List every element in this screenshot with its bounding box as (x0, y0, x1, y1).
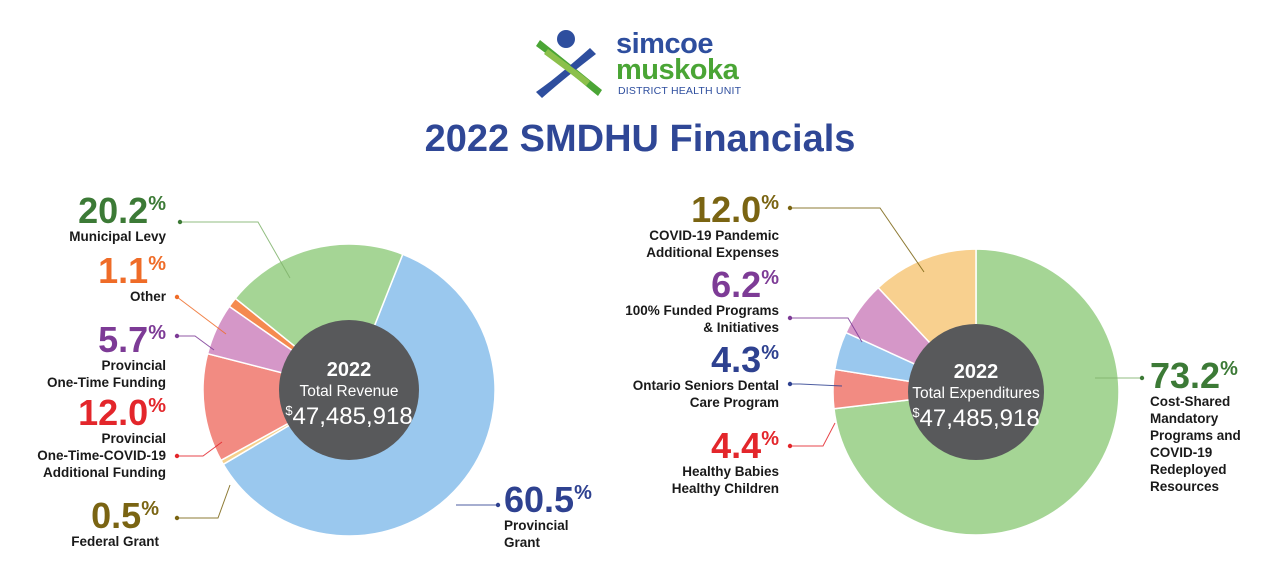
leader-line (790, 422, 836, 447)
logo-text-muskoka: muskoka (616, 54, 739, 86)
data-label-name: Resources (1150, 479, 1219, 494)
pct-sign: % (761, 428, 779, 450)
data-label-pct: 4.4% (711, 425, 779, 466)
pct-sign: % (761, 342, 779, 364)
data-label-name: Healthy Babies (682, 464, 779, 479)
data-label-name: Provincial (101, 358, 166, 373)
leader-line (177, 441, 223, 457)
data-label-name: Healthy Children (672, 481, 779, 496)
page-title: 2022 SMDHU Financials (424, 118, 856, 160)
center-label: Total Expenditures (912, 385, 1040, 402)
data-label-pct: 12.0% (78, 392, 166, 433)
data-label-name: Grant (504, 535, 541, 550)
data-label-name: One-Time Funding (47, 375, 166, 390)
pct-value: 5.7 (98, 319, 148, 360)
data-label-pct: 4.3% (711, 339, 779, 380)
center-year: 2022 (327, 359, 372, 381)
leader-dot (787, 443, 793, 449)
data-label-name: One-Time-COVID-19 (37, 448, 166, 463)
leader-line (790, 317, 863, 343)
center-amount: $47,485,918 (285, 403, 412, 430)
pct-value: 73.2 (1150, 355, 1220, 396)
pct-sign: % (761, 267, 779, 289)
leader-dot (174, 515, 180, 521)
leader-dot (1139, 375, 1145, 381)
data-label-name: Ontario Seniors Dental (633, 378, 779, 393)
pct-sign: % (148, 193, 166, 215)
data-label-name: Federal Grant (71, 534, 159, 549)
center-currency: $ (912, 405, 920, 420)
center-year: 2022 (954, 361, 999, 383)
data-label-pct: 73.2% (1150, 355, 1238, 396)
data-label-name: Mandatory (1150, 411, 1219, 426)
pct-value: 0.5 (91, 495, 141, 536)
pct-sign: % (1220, 358, 1238, 380)
center-amount: $47,485,918 (912, 405, 1039, 432)
data-label-name: Other (130, 289, 167, 304)
pct-sign: % (148, 253, 166, 275)
center-disc (908, 324, 1044, 460)
leader-line (180, 221, 291, 279)
center-disc (279, 320, 419, 460)
leader-line (790, 383, 843, 387)
logo-text-simcoe: simcoe (616, 28, 713, 60)
leader-dot (787, 315, 793, 321)
pct-sign: % (148, 395, 166, 417)
logo: simcoe muskoka DISTRICT HEALTH UNIT (530, 26, 770, 106)
data-label-name: Additional Expenses (646, 245, 779, 260)
data-label-pct: 12.0% (691, 189, 779, 230)
center-amount-value: 47,485,918 (293, 403, 413, 430)
data-label-pct: 6.2% (711, 264, 779, 305)
data-label-name: COVID-19 (1150, 445, 1212, 460)
data-label-name: Provincial (101, 431, 166, 446)
leader-dot (174, 333, 180, 339)
data-label-name: Care Program (690, 395, 779, 410)
pct-value: 1.1 (98, 250, 148, 291)
pct-sign: % (761, 192, 779, 214)
data-label-name: 100% Funded Programs (625, 303, 779, 318)
leader-line (790, 207, 925, 273)
data-label-name: Programs and (1150, 428, 1241, 443)
pct-value: 4.3 (711, 339, 761, 380)
pct-value: 12.0 (691, 189, 761, 230)
data-label-name: Cost-Shared (1150, 394, 1230, 409)
data-label-name: Redeployed (1150, 462, 1227, 477)
center-currency: $ (285, 403, 293, 418)
leader-dot (174, 453, 180, 459)
data-label-pct: 5.7% (98, 319, 166, 360)
data-label-name: COVID-19 Pandemic (649, 228, 779, 243)
leader-dot (787, 381, 793, 387)
data-label-pct: 20.2% (78, 190, 166, 231)
logo-text-dhu: DISTRICT HEALTH UNIT (618, 85, 742, 97)
pct-value: 12.0 (78, 392, 148, 433)
leader-dot (177, 219, 183, 225)
pct-value: 60.5 (504, 479, 574, 520)
center-label: Total Revenue (299, 383, 398, 400)
pct-sign: % (148, 322, 166, 344)
data-label-name: Municipal Levy (69, 229, 166, 244)
leader-line (177, 335, 215, 351)
pct-sign: % (574, 482, 592, 504)
leader-line (176, 296, 227, 335)
logo-emblem-icon (536, 30, 602, 98)
center-amount-value: 47,485,918 (920, 405, 1040, 432)
data-label-name: Provincial (504, 518, 569, 533)
data-label-pct: 60.5% (504, 479, 592, 520)
data-label-name: & Initiatives (703, 320, 779, 335)
leader-dot (787, 205, 793, 211)
leader-dot (174, 294, 180, 300)
leader-line (177, 484, 231, 519)
pct-value: 6.2 (711, 264, 761, 305)
pct-value: 4.4 (711, 425, 761, 466)
data-label-pct: 1.1% (98, 250, 166, 291)
pct-value: 20.2 (78, 190, 148, 231)
leader-dot (495, 502, 501, 508)
data-label-name: Additional Funding (43, 465, 166, 480)
pct-sign: % (141, 498, 159, 520)
data-label-pct: 0.5% (91, 495, 159, 536)
